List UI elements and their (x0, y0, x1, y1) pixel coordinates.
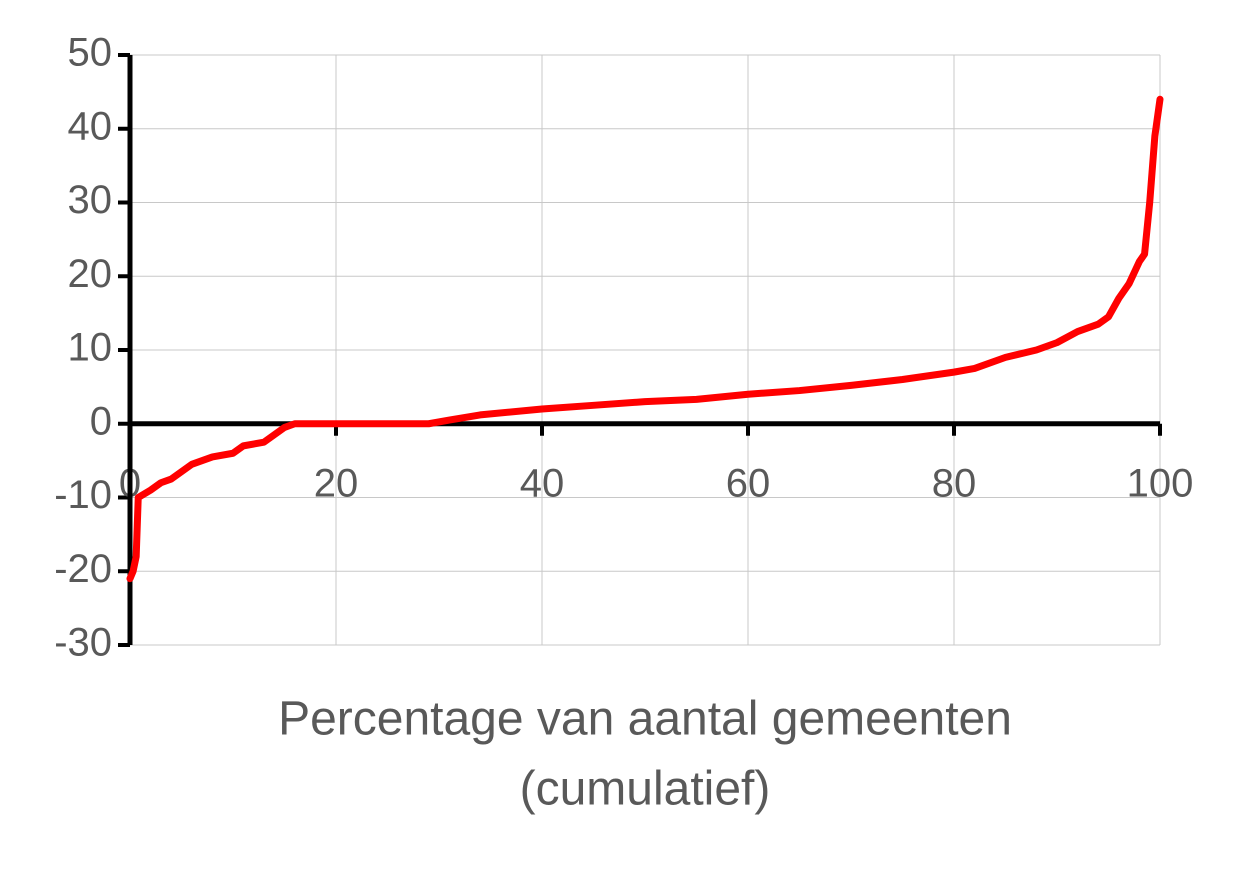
x-tick-label: 20 (314, 461, 359, 505)
x-tick-label: 100 (1127, 461, 1194, 505)
y-tick-label: -10 (54, 473, 112, 517)
y-tick-label: 0 (90, 399, 112, 443)
y-tick-label: 40 (68, 104, 113, 148)
data-line (126, 95, 1164, 583)
x-tick-label: 80 (932, 461, 977, 505)
x-tick-label: 40 (520, 461, 565, 505)
y-tick-label: 50 (68, 31, 113, 75)
x-tick-label: 60 (726, 461, 771, 505)
y-tick-label: 30 (68, 178, 113, 222)
y-tick-label: 20 (68, 252, 113, 296)
y-tick-label: 10 (68, 326, 113, 370)
x-axis-label: (cumulatief) (520, 763, 771, 816)
x-axis-label: Percentage van aantal gemeenten (278, 693, 1012, 746)
y-tick-label: -30 (54, 621, 112, 665)
y-tick-label: -20 (54, 547, 112, 591)
